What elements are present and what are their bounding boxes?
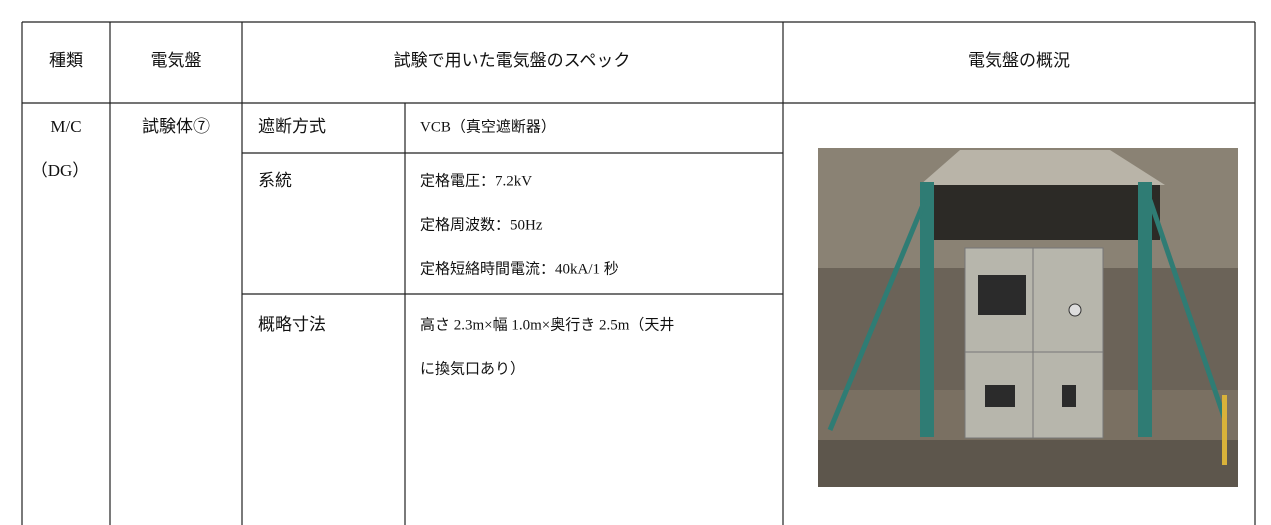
spec-label: 遮断方式 <box>258 117 326 136</box>
table-borders <box>21 21 1256 525</box>
spec-label: 系統 <box>258 171 292 190</box>
type-line: （DG） <box>31 161 90 180</box>
spec-label: 概略寸法 <box>258 315 326 334</box>
header-cell: 試験で用いた電気盤のスペック <box>394 51 631 70</box>
spec-value: に換気口あり） <box>420 360 525 377</box>
spec-value: VCB（真空遮断器） <box>420 117 556 135</box>
panel-photo <box>818 148 1238 487</box>
header-cell: 種類 <box>49 51 83 70</box>
spec-value: 定格短絡時間電流：40kA/1 秒 <box>420 260 619 277</box>
panel-name: 試験体⑦ <box>142 117 210 136</box>
spec-value: 定格電圧：7.2kV <box>420 172 532 189</box>
header-cell: 電気盤 <box>151 51 202 70</box>
header-cell: 電気盤の概況 <box>968 51 1070 70</box>
type-line: M/C <box>50 117 81 136</box>
spec-value: 高さ 2.3m×幅 1.0m×奥行き 2.5m（天井 <box>420 316 674 333</box>
spec-value: 定格周波数：50Hz <box>420 216 543 233</box>
